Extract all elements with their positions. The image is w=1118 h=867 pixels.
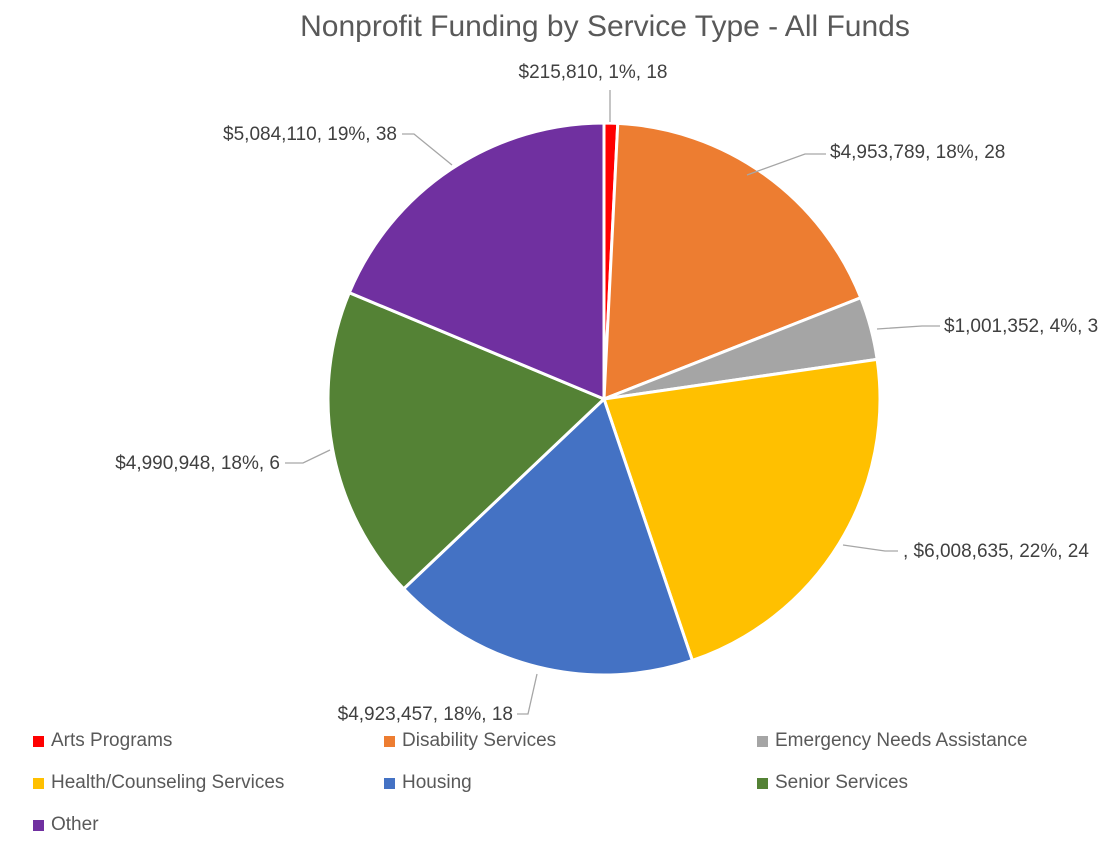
leader-line [746, 153, 826, 176]
legend-item: Other [33, 814, 99, 836]
leader-line [842, 544, 898, 552]
legend-label: Emergency Needs Assistance [775, 730, 1028, 751]
leader-line [402, 133, 453, 166]
pie-slice-other [347, 121, 606, 402]
data-label: $4,990,948, 18%, 6 [115, 453, 280, 474]
pie-slice-disability-services [602, 121, 863, 402]
legend-swatch [757, 735, 768, 747]
legend-label: Arts Programs [51, 730, 173, 751]
legend-swatch [757, 777, 768, 789]
legend-item: Disability Services [384, 730, 556, 752]
chart-title: Nonprofit Funding by Service Type - All … [300, 10, 910, 43]
pie-slice-health-counseling-services [602, 357, 882, 663]
data-label: $5,084,110, 19%, 38 [223, 124, 397, 145]
legend-label: Senior Services [775, 772, 909, 793]
legend-label: Health/Counseling Services [51, 772, 285, 793]
legend-item: Senior Services [757, 772, 908, 794]
data-label: , $6,008,635, 22%, 24 [903, 541, 1089, 562]
legend-item: Arts Programs [33, 730, 172, 752]
data-label: $1,001,352, 4%, 3 [944, 316, 1098, 337]
legend-label: Disability Services [402, 730, 557, 751]
data-label: $4,953,789, 18%, 28 [830, 142, 1005, 163]
leader-line [517, 673, 538, 715]
pie-slice-housing [401, 396, 695, 677]
legend-swatch [33, 777, 44, 789]
pie-slice-senior-services [326, 290, 607, 591]
legend-item: Health/Counseling Services [33, 772, 284, 794]
legend-swatch [33, 735, 44, 747]
leader-line [285, 449, 331, 464]
legend-swatch [33, 819, 44, 831]
legend-item: Housing [384, 772, 472, 794]
legend-item: Emergency Needs Assistance [757, 730, 1027, 752]
legend-swatch [384, 777, 395, 789]
legend-swatch [384, 735, 395, 747]
data-label: $215,810, 1%, 18 [519, 62, 668, 83]
leader-line [876, 325, 940, 330]
data-label: $4,923,457, 18%, 18 [338, 704, 513, 725]
legend-label: Housing [402, 772, 472, 793]
legend-label: Other [51, 814, 99, 835]
